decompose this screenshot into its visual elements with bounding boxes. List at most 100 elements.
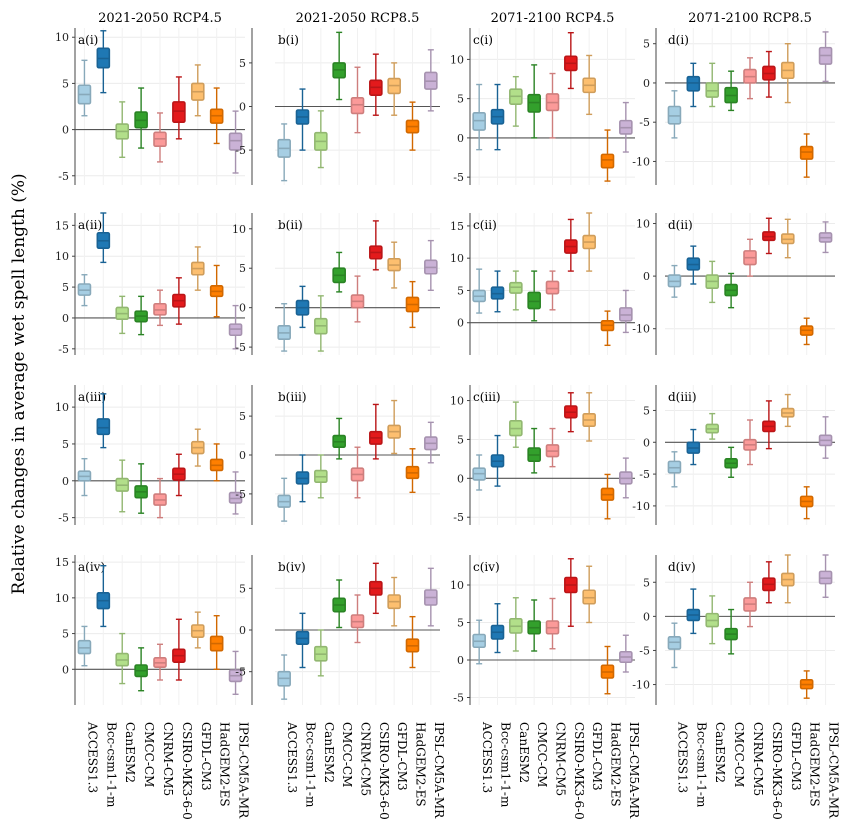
box-GFDL-CM3 [780,554,795,604]
model-label: CanESM2 [322,722,336,783]
model-label: CSIRO-MK3-6-0 [377,722,391,820]
box-ACCESS1.3 [77,59,92,117]
box-CNRM-CM5 [153,289,167,327]
box-CMCC-CM [724,446,738,478]
box-Bcc-csm1-1-m [686,62,701,108]
box-HadGEM2-ES [405,280,420,329]
box-ACCESS1.3 [77,457,92,497]
y-tick-label: 0 [643,77,650,90]
y-tick-label: 0 [62,475,69,488]
panel-a(iii): -5 0 5 10 a(iii) [55,385,245,525]
box-CMCC-CM [724,608,738,655]
y-tick-label: 0 [239,449,246,462]
box-IPSL-CM5A-MR [619,101,633,153]
box-IPSL-CM5A-MR [228,471,243,515]
y-tick-label: 5 [239,582,246,595]
model-label: CMCC-CM [142,722,156,787]
y-tick-label: 0 [457,654,464,667]
box-CSIRO-MK3-6-0 [369,403,383,460]
y-tick-label: -5 [639,468,650,481]
box-IPSL-CM5A-MR [228,110,243,174]
model-label: ACCESS1.3 [480,721,494,793]
box-ACCESS1.3 [277,654,291,700]
y-tick-label: -10 [632,323,650,336]
model-label: CanESM2 [713,722,727,783]
model-label: ACCESS1.3 [675,721,689,793]
box-GFDL-CM3 [387,241,401,289]
y-tick-label: -5 [58,343,69,356]
box-HadGEM2-ES [600,129,615,182]
box-ACCESS1.3 [472,268,486,314]
y-tick-label: 5 [457,617,464,630]
y-tick-label: -10 [632,155,650,168]
column-title: 2071-2100 RCP8.5 [688,11,812,26]
y-axis-label: Relative changes in average wet spell le… [9,173,29,594]
model-label: GFDL-CM3 [590,722,604,791]
box-CNRM-CM5 [743,581,757,628]
box-HadGEM2-ES [600,645,615,695]
box-CSIRO-MK3-6-0 [172,618,186,681]
model-labels: ACCESS1.3 Bcc-csm1-1-m CanESM2 CMCC-CM CNRM-… [85,721,840,820]
box-CanESM2 [509,597,523,652]
model-label: CSIRO-MK3-6-0 [180,722,194,820]
box-CNRM-CM5 [743,238,757,277]
box-CanESM2 [115,101,130,158]
y-tick-label: -10 [632,500,650,513]
y-tick-label: -10 [632,679,650,692]
box-IPSL-CM5A-MR [818,554,833,598]
model-label: ACCESS1.3 [285,721,299,793]
box-CNRM-CM5 [350,66,365,134]
panel-label: c(i) [473,33,493,47]
y-tick-label: 0 [62,663,69,676]
y-tick-label: -5 [453,511,464,524]
box-Bcc-csm1-1-m [490,270,505,313]
column-title: 2071-2100 RCP4.5 [491,11,615,26]
box-Bcc-csm1-1-m [96,565,111,628]
box-CNRM-CM5 [545,270,560,311]
box-CMCC-CM [724,70,738,112]
model-label: CMCC-CM [535,722,549,787]
box-Bcc-csm1-1-m [686,588,701,635]
box-HadGEM2-ES [209,264,224,318]
box-IPSL-CM5A-MR [424,239,438,292]
y-tick-label: 15 [55,219,69,232]
box-Bcc-csm1-1-m [490,83,505,151]
box-CSIRO-MK3-6-0 [564,32,578,90]
panel-label: d(ii) [668,218,693,232]
box-GFDL-CM3 [190,611,205,649]
box-GFDL-CM3 [582,54,596,116]
box-CanESM2 [509,401,523,448]
panel-label: a(iii) [78,390,106,404]
box-CanESM2 [705,62,720,108]
model-label: IPSL-CM5A-MR [827,722,841,819]
panel-c(ii): 0 5 10 15 c(ii) [450,212,635,355]
box-HadGEM2-ES [799,317,814,346]
box-CMCC-CM [724,272,738,309]
panel-label: b(iv) [278,560,306,574]
model-label: Bcc-csm1-1-m [499,722,513,808]
y-tick-label: 5 [643,576,650,589]
model-label: GFDL-CM3 [789,722,803,791]
y-tick-label: 10 [232,223,246,236]
y-tick-label: 5 [239,262,246,275]
box-CMCC-CM [527,270,541,322]
model-label: Bcc-csm1-1-m [304,722,318,808]
box-CSIRO-MK3-6-0 [564,218,578,272]
model-label: GFDL-CM3 [395,722,409,791]
panel-label: d(i) [668,33,689,47]
box-CSIRO-MK3-6-0 [369,562,383,615]
y-tick-label: 5 [62,281,69,294]
box-CanESM2 [314,295,328,352]
column-title: 2021-2050 RCP4.5 [98,11,222,26]
box-CanESM2 [705,260,720,304]
box-CNRM-CM5 [350,594,365,644]
y-tick-label: 0 [457,132,464,145]
y-tick-label: -5 [235,666,246,679]
box-CSIRO-MK3-6-0 [564,392,578,433]
model-label: Bcc-csm1-1-m [104,722,118,808]
y-tick-label: 0 [62,124,69,137]
y-tick-label: 0 [239,101,246,114]
y-tick-label: -5 [453,171,464,184]
model-label: CanESM2 [517,722,531,783]
